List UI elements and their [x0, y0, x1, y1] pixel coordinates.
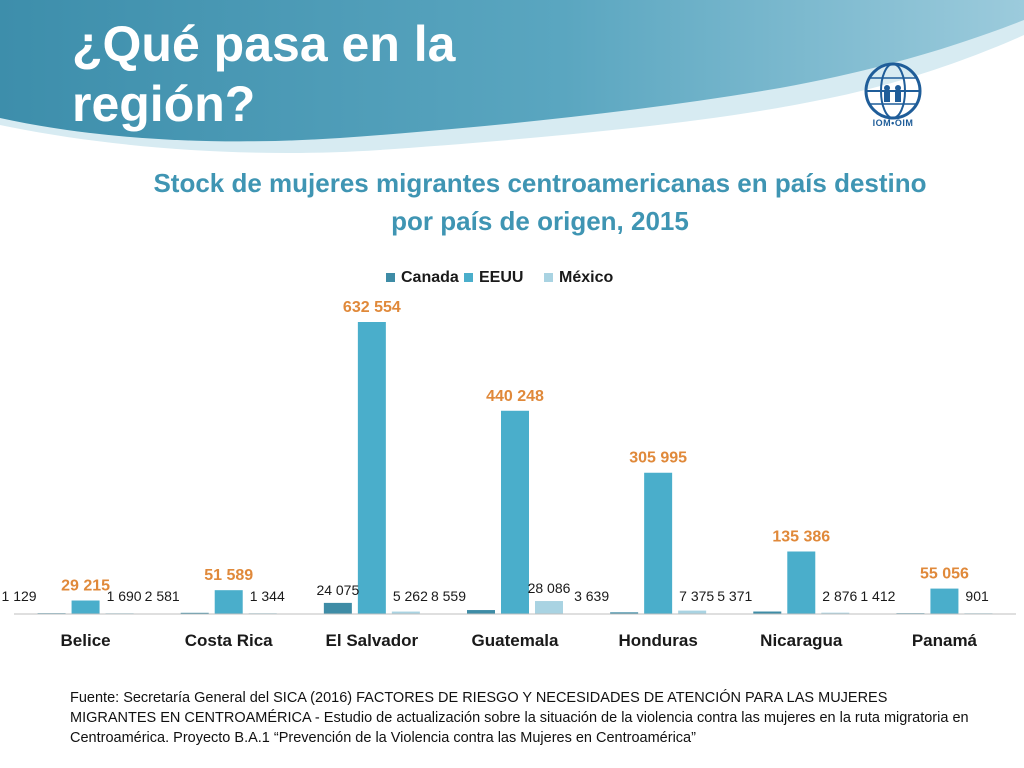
legend-item-canada: Canada	[386, 269, 459, 286]
bar-canada-el-salvador	[323, 602, 352, 614]
bar-mexico-honduras	[678, 610, 707, 614]
bar-eeuu-nicaragua	[787, 551, 816, 614]
iom-globe-logo-icon	[864, 62, 922, 120]
logo-text: IOM•OIM	[872, 118, 914, 128]
bar-eeuu-costa-rica	[214, 590, 243, 614]
bar-canada-nicaragua	[753, 611, 782, 614]
value-label-eeuu-costa-rica: 51 589	[204, 567, 253, 584]
x-tick-label-panama: Panamá	[912, 631, 978, 650]
value-label-eeuu-nicaragua: 135 386	[772, 529, 830, 546]
bar-eeuu-guatemala	[501, 410, 529, 614]
value-label-mexico-belice: 1 690	[107, 588, 142, 604]
x-tick-label-belice: Belice	[61, 631, 111, 650]
x-tick-label-costa-rica: Costa Rica	[185, 631, 273, 650]
bar-mexico-nicaragua	[821, 612, 850, 614]
value-label-eeuu-panama: 55 056	[920, 566, 969, 583]
value-label-canada-costa-rica: 2 581	[145, 588, 180, 604]
bar-eeuu-el-salvador	[357, 322, 386, 614]
value-label-mexico-panama: 901	[965, 588, 989, 604]
legend-label-canada: Canada	[401, 269, 459, 286]
value-label-mexico-nicaragua: 2 876	[822, 588, 857, 604]
header-wave-background	[0, 0, 1024, 153]
x-axis-labels: Belice Costa Rica El Salvador Guatemala Hond…	[61, 631, 978, 650]
legend-swatch-canada	[386, 273, 395, 282]
x-tick-label-guatemala: Guatemala	[472, 631, 559, 650]
legend-label-eeuu: EEUU	[479, 269, 523, 286]
value-label-eeuu-el-salvador: 632 554	[343, 299, 401, 316]
value-label-canada-panama: 1 412	[860, 588, 895, 604]
bar-eeuu-panama	[930, 588, 959, 614]
legend-label-mexico: México	[559, 269, 613, 286]
value-label-canada-belice: 1 129	[2, 588, 37, 604]
value-label-canada-honduras: 3 639	[574, 588, 609, 604]
value-label-mexico-honduras: 7 375	[679, 588, 714, 604]
slide-title-line-1: ¿Qué pasa en la	[72, 16, 456, 72]
slide-title: ¿Qué pasa en la región?	[72, 14, 455, 134]
legend-item-mexico: México	[544, 269, 613, 286]
legend-swatch-mexico	[544, 273, 553, 282]
value-label-canada-guatemala: 8 559	[431, 588, 466, 604]
chart-bars	[37, 322, 993, 614]
chart-title: Stock de mujeres migrantes centroamerica…	[153, 168, 927, 236]
value-label-mexico-el-salvador: 5 262	[393, 588, 428, 604]
bar-mexico-el-salvador	[391, 611, 420, 614]
bar-canada-costa-rica	[180, 612, 209, 614]
value-label-eeuu-belice: 29 215	[61, 578, 110, 595]
bar-eeuu-belice	[71, 600, 100, 614]
value-label-mexico-guatemala: 28 086	[528, 580, 571, 596]
bar-eeuu-honduras	[644, 472, 673, 614]
value-label-eeuu-honduras: 305 995	[629, 450, 687, 467]
value-label-canada-el-salvador: 24 075	[316, 582, 359, 598]
x-tick-label-nicaragua: Nicaragua	[760, 631, 843, 650]
legend-item-eeuu: EEUU	[464, 269, 523, 286]
x-tick-label-el-salvador: El Salvador	[326, 631, 419, 650]
value-label-canada-nicaragua: 5 371	[717, 588, 752, 604]
chart-legend: Canada EEUU México	[386, 269, 613, 286]
bar-canada-honduras	[610, 612, 639, 614]
value-label-eeuu-guatemala: 440 248	[486, 388, 544, 405]
source-note: Fuente: Secretaría General del SICA (201…	[70, 690, 969, 746]
value-label-mexico-costa-rica: 1 344	[250, 588, 285, 604]
legend-swatch-eeuu	[464, 273, 473, 282]
bar-canada-guatemala	[467, 610, 495, 614]
x-tick-label-honduras: Honduras	[618, 631, 697, 650]
slide-title-line-2: región?	[72, 76, 256, 132]
bar-mexico-guatemala	[535, 601, 563, 614]
